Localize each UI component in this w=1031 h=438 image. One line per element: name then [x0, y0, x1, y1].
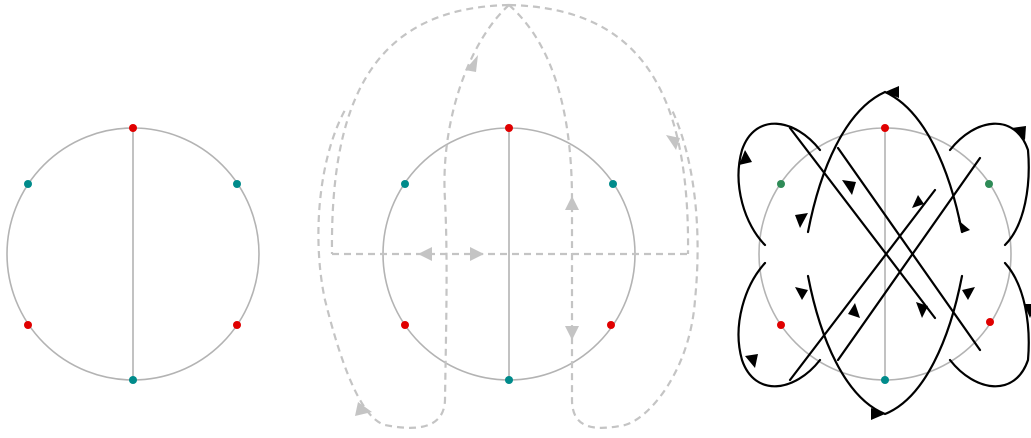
bottom-dot [881, 376, 889, 384]
strand-left-upper-lobe [737, 122, 822, 247]
arrow-left-upper [739, 150, 752, 165]
arrow-right-lower [1024, 304, 1031, 318]
upper-right-dot [233, 180, 241, 188]
dashed-outer-right-path [508, 3, 690, 255]
arrow-top [885, 86, 899, 98]
upper-left-dot [24, 180, 32, 188]
strand-diagonal-c [788, 188, 937, 382]
arrow-diag-7 [795, 287, 808, 300]
strand-diagonal-d [836, 146, 982, 352]
upper-left-dot [777, 180, 785, 188]
arrow-diag-3 [795, 213, 808, 228]
dashed-arrow-upper-right [666, 135, 680, 150]
arrow-diag-2 [912, 195, 924, 208]
arrow-diag-4 [958, 220, 970, 233]
top-dot [505, 124, 513, 132]
dashed-inner-left-path [317, 4, 510, 429]
panel-chord-diagram-dashed [317, 3, 699, 429]
upper-right-dot [985, 180, 993, 188]
lower-left-dot [401, 321, 409, 329]
lower-right-dot [607, 321, 615, 329]
lower-right-dot [233, 321, 241, 329]
strand-left-lower-lobe [737, 261, 822, 388]
panel-chord-diagram [6, 124, 260, 384]
bottom-dot [505, 376, 513, 384]
lower-right-dot [986, 318, 994, 326]
top-dot [129, 124, 137, 132]
strand-diagonal-a [788, 126, 937, 320]
panel-knot-diagram [737, 86, 1031, 420]
bottom-dot [129, 376, 137, 384]
arrow-left-lower [745, 354, 758, 368]
upper-left-dot [401, 180, 409, 188]
arrow-diag-8 [962, 287, 975, 300]
dashed-arrow-left-a [418, 247, 432, 261]
dashed-outer-left-path [330, 3, 510, 255]
dashed-arrow-bottom-left [355, 402, 372, 416]
arrow-diag-6 [916, 302, 928, 318]
arrow-diag-5 [848, 303, 860, 318]
arrow-bottom [871, 408, 885, 420]
strand-right-lower-lobe [948, 261, 1030, 388]
dashed-arrow-down [565, 326, 579, 340]
arrow-right-upper [1012, 126, 1026, 140]
top-dot [881, 124, 889, 132]
strand-right-upper-lobe [948, 122, 1030, 247]
dashed-arrow-up [565, 196, 579, 210]
arrow-diag-1 [842, 180, 856, 195]
dashed-inner-right-path [508, 4, 699, 429]
dashed-arrow-left-b [470, 247, 484, 261]
dashed-arrow-upper-left [465, 55, 478, 72]
strand-diagonal-b [836, 156, 982, 362]
lower-left-dot [777, 321, 785, 329]
lower-left-dot [24, 321, 32, 329]
upper-right-dot [609, 180, 617, 188]
